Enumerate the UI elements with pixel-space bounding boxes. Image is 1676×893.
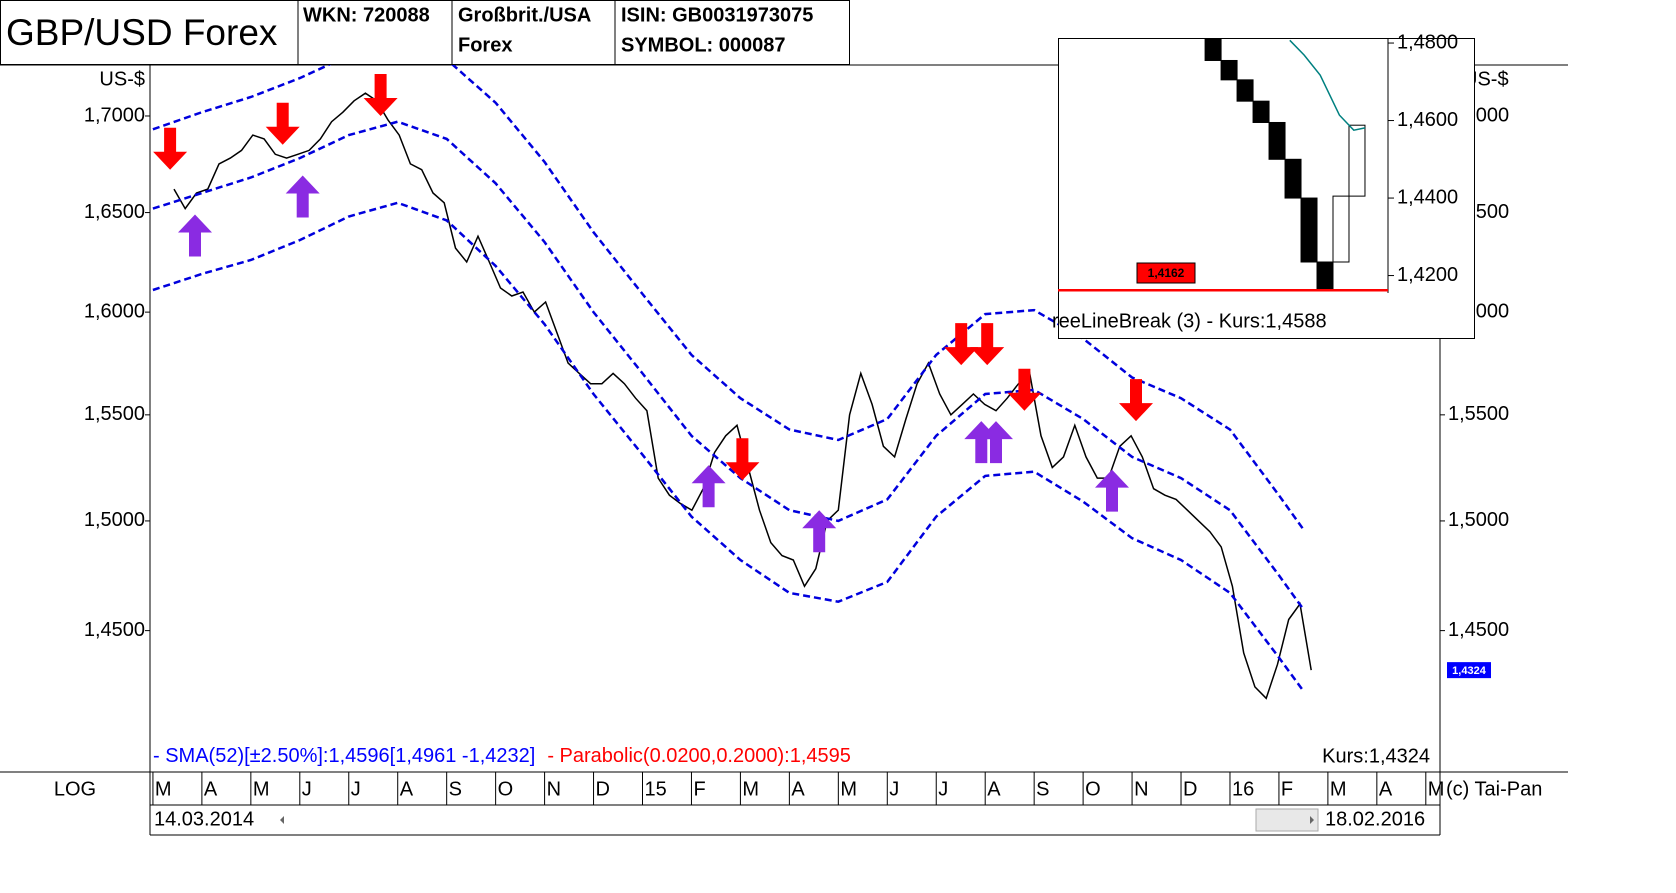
band-line	[152, 120, 1305, 611]
y-tick-label: 1,4800	[1397, 31, 1458, 53]
x-tick-label: S	[449, 778, 462, 800]
inset-frame	[1058, 38, 1475, 339]
x-tick-label: A	[400, 778, 414, 800]
brick	[1316, 261, 1334, 291]
buy-arrow	[691, 465, 726, 508]
y-tick-label: 1,6000	[84, 300, 145, 322]
x-tick-label: A	[791, 778, 805, 800]
x-tick-label: O	[498, 778, 514, 800]
x-tick-label: M	[1428, 778, 1445, 800]
x-tick-label: M	[1330, 778, 1347, 800]
x-tick-label: J	[351, 778, 361, 800]
y-tick-label: 1,5000	[1448, 509, 1509, 531]
brick	[1332, 195, 1350, 263]
market: Forex	[458, 34, 512, 56]
y-tick-label: 1,5000	[84, 509, 145, 531]
y-tick-label: 1,4400	[1397, 186, 1458, 208]
isin: ISIN: GB0031973075	[621, 4, 813, 26]
buy-arrow	[178, 214, 212, 257]
x-tick-label: F	[693, 778, 705, 800]
sell-arrow	[1119, 379, 1153, 422]
y-tick-label: 1,6500	[84, 201, 145, 223]
y-tick-label: 1,5500	[84, 403, 145, 425]
x-tick-label: M	[155, 778, 172, 800]
page-title: GBP/USD Forex	[6, 12, 278, 53]
sell-arrow	[363, 74, 398, 116]
band-line	[152, 201, 1305, 692]
x-tick-label: 16	[1232, 778, 1254, 800]
x-tick-label: N	[1134, 778, 1148, 800]
wkn: WKN: 720088	[303, 4, 430, 26]
scrollbar[interactable]	[1255, 808, 1319, 832]
y-unit: US-$	[99, 68, 145, 90]
sell-arrow	[265, 102, 300, 145]
y-tick-label: 1,4500	[1448, 619, 1509, 641]
y-tick-label: 1,7000	[84, 104, 145, 126]
brick	[1204, 38, 1222, 61]
end-date: 18.02.2016	[1325, 808, 1425, 830]
inset-title: reeLineBreak (3) - Kurs:1,4588	[1052, 310, 1327, 332]
average-line	[1289, 39, 1366, 132]
level-tag	[1136, 262, 1196, 284]
brick	[1284, 158, 1302, 199]
inset-plot	[1058, 38, 1388, 292]
plot	[152, 65, 1312, 700]
x-tick-label: A	[1379, 778, 1393, 800]
axes: 1,4500 1,4500 1,5000 1,5000 1,5500 1,5500 1,60…	[84, 104, 1509, 805]
buy-arrow	[802, 510, 837, 553]
symbol: SYMBOL: 000087	[621, 34, 786, 56]
x-tick-label: A	[204, 778, 218, 800]
legend: - SMA(52)[±2.50%]:1,4596[1,4961 -1,4232]…	[153, 745, 851, 767]
x-tick-label: N	[547, 778, 561, 800]
x-tick-label: J	[302, 778, 312, 800]
brick	[1300, 197, 1318, 263]
buy-arrow	[285, 175, 320, 218]
x-tick-label: D	[1183, 778, 1197, 800]
scroll-right[interactable]	[1310, 816, 1314, 824]
buy-arrow	[979, 421, 1013, 464]
x-tick-label: M	[742, 778, 759, 800]
scale-label: LOG	[54, 778, 96, 800]
country: Großbrit./USA	[458, 4, 591, 26]
brick	[1220, 59, 1238, 81]
x-tick-label: M	[253, 778, 270, 800]
brick	[1236, 79, 1254, 102]
start-date: 14.03.2014	[154, 808, 254, 830]
brick	[1268, 121, 1286, 160]
last-value-label: 1,4324	[1452, 665, 1487, 677]
x-tick-label: A	[987, 778, 1001, 800]
sell-arrow	[725, 438, 760, 481]
sell-arrow	[153, 127, 188, 170]
legend-entry: - Parabolic(0.0200,0.2000):1,4595	[547, 745, 851, 767]
last-value-tag	[1447, 662, 1491, 679]
y-tick-label: 1,4500	[84, 619, 145, 641]
x-tick-label: M	[840, 778, 857, 800]
sell-arrow	[1007, 368, 1042, 411]
x-tick-label: 15	[645, 778, 667, 800]
level-label: 1,4162	[1148, 266, 1185, 280]
x-tick-label: J	[938, 778, 948, 800]
x-tick-label: D	[596, 778, 610, 800]
scroll-left[interactable]	[280, 816, 284, 824]
price-label: Kurs:1,4324	[1322, 745, 1430, 767]
x-tick-label: J	[889, 778, 899, 800]
x-tick-label: F	[1281, 778, 1293, 800]
buy-arrow	[1095, 469, 1129, 512]
brick	[1348, 124, 1366, 197]
y-tick-label: 1,4200	[1397, 264, 1458, 286]
x-tick-label: S	[1036, 778, 1049, 800]
copyright: (c) Tai-Pan	[1446, 778, 1542, 800]
brick	[1252, 100, 1270, 123]
y-tick-label: 1,4600	[1397, 109, 1458, 131]
inset-axes: 1,4200 1,4400 1,4600 1,4800 1,4162	[1136, 31, 1458, 286]
sell-arrow	[944, 323, 979, 366]
sell-arrow	[970, 323, 1005, 366]
x-tick-label: O	[1085, 778, 1101, 800]
legend-entry: - SMA(52)[±2.50%]:1,4596[1,4961 -1,4232]	[153, 745, 535, 767]
y-tick-label: 1,5500	[1448, 403, 1509, 425]
band-line	[152, 65, 1305, 531]
